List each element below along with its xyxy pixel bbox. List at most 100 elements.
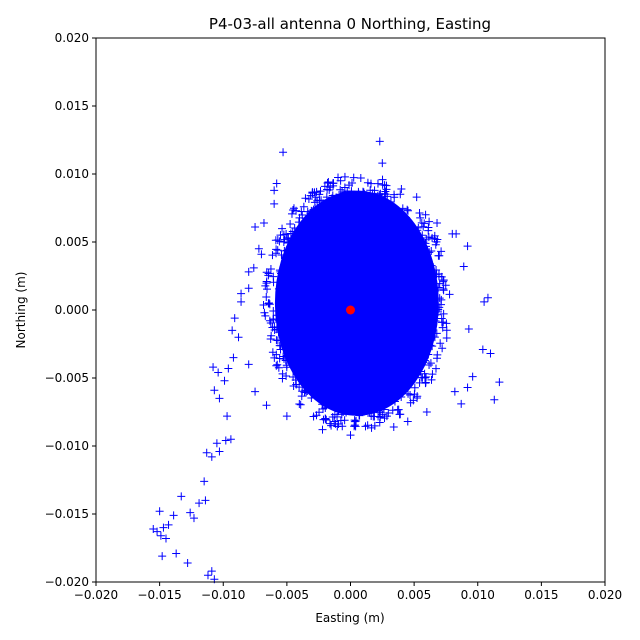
data-point xyxy=(262,401,271,410)
cloud-edge-point xyxy=(277,250,286,259)
cloud-edge-point xyxy=(291,367,300,376)
cloud-edge-point xyxy=(434,283,443,292)
cloud-edge-point xyxy=(304,195,313,204)
cloud-edge-point xyxy=(324,177,333,186)
data-point xyxy=(318,425,327,434)
cloud-edge-point xyxy=(311,193,320,202)
cloud-edge-point xyxy=(280,264,289,273)
cloud-edge-point xyxy=(319,204,328,213)
cloud-edge-point xyxy=(328,412,337,421)
data-point xyxy=(183,558,192,567)
cloud-edge-point xyxy=(328,400,337,409)
data-point xyxy=(201,496,210,505)
cloud-edge-point xyxy=(278,224,287,233)
data-point xyxy=(244,284,253,293)
cloud-edge-point xyxy=(282,253,291,262)
cloud-edge-point xyxy=(280,335,289,344)
cloud-edge-point xyxy=(301,194,310,203)
cloud-edge-point xyxy=(273,235,282,244)
data-point xyxy=(189,514,198,523)
cloud-edge-point xyxy=(359,188,368,197)
cloud-edge-point xyxy=(272,249,281,258)
cloud-edge-point xyxy=(267,331,276,340)
cloud-edge-point xyxy=(292,206,301,215)
data-point xyxy=(161,534,170,543)
cloud-edge-point xyxy=(344,195,353,204)
data-point xyxy=(375,137,384,146)
cloud-edge-point xyxy=(307,394,316,402)
cloud-edge-point xyxy=(431,240,440,249)
data-point xyxy=(215,394,224,403)
cloud-edge-point xyxy=(366,179,375,188)
data-point xyxy=(251,223,260,232)
cloud-edge-point xyxy=(277,286,286,295)
cloud-edge-point xyxy=(320,182,329,191)
cloud-edge-point xyxy=(436,339,445,348)
x-tick-label: 0.020 xyxy=(588,588,622,602)
cloud-edge-point xyxy=(349,173,358,182)
cloud-edge-point xyxy=(396,410,405,419)
cloud-edge-point xyxy=(261,311,270,320)
cloud-edge-point xyxy=(321,414,330,423)
cloud-edge-point xyxy=(319,199,328,208)
cloud-edge-point xyxy=(270,353,279,362)
data-point xyxy=(169,511,178,520)
cloud-edge-point xyxy=(286,248,295,257)
cloud-edge-point xyxy=(398,204,407,213)
cloud-edge-point xyxy=(424,350,433,359)
cloud-edge-point xyxy=(428,342,437,351)
cloud-edge-point xyxy=(404,389,413,398)
cloud-edge-point xyxy=(420,219,429,228)
x-tick-label: −0.010 xyxy=(201,588,245,602)
data-point xyxy=(214,368,223,377)
cloud-edge-point xyxy=(418,231,427,240)
data-point xyxy=(155,507,164,516)
cloud-edge-point xyxy=(387,392,396,401)
center-marker-layer xyxy=(346,305,355,315)
cloud-edge-point xyxy=(262,293,271,302)
data-point xyxy=(164,520,173,529)
cloud-edge-point xyxy=(328,191,337,200)
cloud-edge-point xyxy=(382,396,391,405)
center-point xyxy=(346,305,355,315)
data-point xyxy=(209,363,218,372)
data-point xyxy=(464,325,473,334)
cloud-edge-point xyxy=(340,195,349,204)
cloud-edge-point xyxy=(416,360,425,369)
y-tick-label: 0.010 xyxy=(55,167,89,181)
data-point xyxy=(202,448,211,457)
x-tick-label: −0.005 xyxy=(265,588,309,602)
cloud-edge-point xyxy=(362,195,371,204)
data-point xyxy=(223,412,232,421)
cloud-edge-point xyxy=(409,373,418,382)
cloud-edge-point xyxy=(299,202,308,211)
x-axis-ticks: −0.020 −0.015 −0.010 −0.005 0.000 0.005 0.010 0… xyxy=(74,582,622,602)
cloud-edge-point xyxy=(351,406,360,415)
y-tick-label: −0.020 xyxy=(45,575,89,589)
cloud-edge-point xyxy=(445,290,454,299)
cloud-edge-point xyxy=(425,361,434,370)
cloud-edge-point xyxy=(415,209,424,218)
data-point xyxy=(378,159,387,168)
cloud-edge-point xyxy=(308,188,317,197)
cloud-edge-point xyxy=(355,411,364,420)
cloud-edge-point xyxy=(279,352,288,361)
cloud-edge-point xyxy=(432,329,441,338)
data-point xyxy=(203,571,212,580)
data-point xyxy=(257,250,266,259)
cloud-edge-point xyxy=(352,416,361,425)
cloud-edge-point xyxy=(429,307,438,316)
cloud-edge-point xyxy=(430,308,439,317)
cloud-edge-point xyxy=(430,333,439,342)
cloud-edge-point xyxy=(274,328,283,337)
data-point xyxy=(251,387,260,396)
cloud-edge-point xyxy=(352,193,361,202)
data-point xyxy=(259,218,268,227)
data-point xyxy=(433,218,442,227)
cloud-edge-point xyxy=(282,372,291,381)
data-point xyxy=(153,527,162,536)
cloud-edge-point xyxy=(289,373,298,382)
cloud-edge-point xyxy=(265,300,274,309)
cloud-edge-point xyxy=(379,196,388,205)
cloud-edge-point xyxy=(281,335,290,344)
